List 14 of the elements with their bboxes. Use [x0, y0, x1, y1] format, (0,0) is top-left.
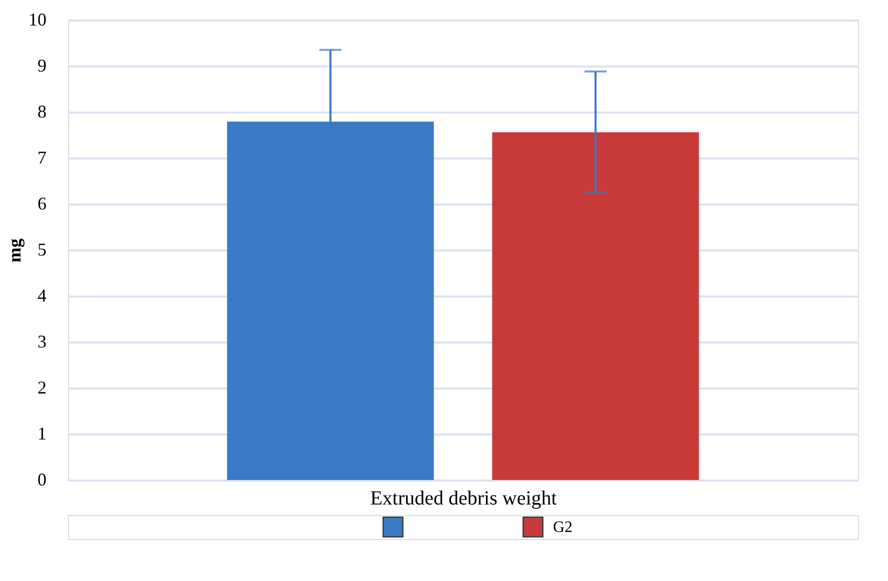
y-tick-label: 0 [38, 470, 46, 490]
y-tick-label: 6 [38, 194, 46, 214]
y-tick-label: 8 [38, 102, 46, 122]
y-tick-label: 7 [38, 148, 46, 168]
y-tick-label: 3 [38, 332, 46, 352]
x-axis-title: Extruded debris weight [370, 488, 558, 510]
y-tick-label: 9 [38, 56, 46, 76]
y-tick-label: 5 [38, 240, 46, 260]
y-tick-label: 2 [38, 378, 46, 398]
legend-label: G2 [553, 519, 573, 536]
y-tick-label: 1 [38, 424, 46, 444]
y-tick-label: 4 [38, 286, 46, 306]
y-tick-label: 10 [28, 10, 46, 30]
y-axis-title: mg [4, 238, 24, 262]
